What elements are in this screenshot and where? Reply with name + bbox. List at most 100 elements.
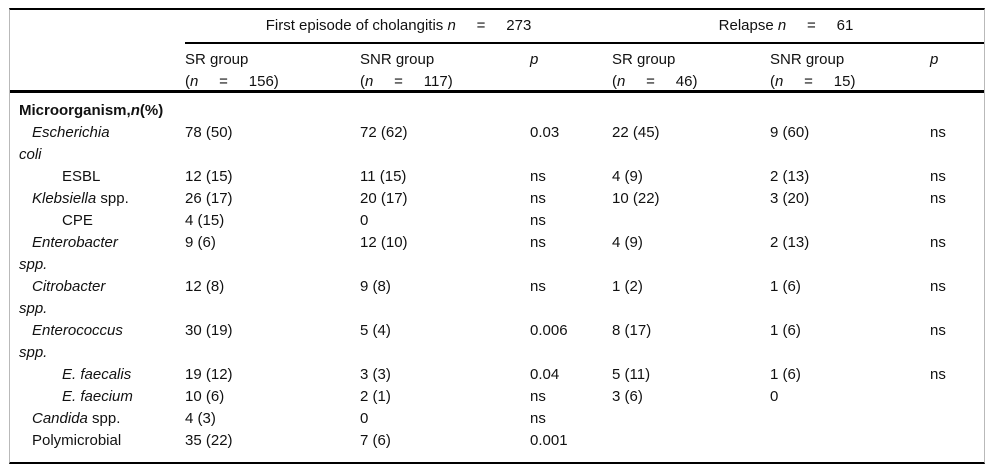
- col-header-p-first: p: [530, 49, 612, 90]
- text-segment: (: [360, 73, 365, 90]
- row-label: E. faecalis: [10, 364, 185, 386]
- cell-value: 4 (9): [612, 234, 643, 251]
- span-header-relapse: Relapse n = 61: [612, 10, 984, 44]
- table-row: Polymicrobial 35 (22) 7 (6) 0.001: [10, 430, 984, 452]
- table-row: Citrobacter spp. 12 (8) 9 (8) ns 1 (2) 1 (6) ns: [10, 276, 984, 320]
- cell-value: 5 (11): [612, 366, 651, 383]
- text-segment: Microorganism,: [19, 102, 131, 119]
- cell-value: 0.001: [530, 432, 568, 449]
- cell-value: 4 (9): [612, 168, 643, 185]
- text-segment: E. faecalis: [62, 366, 132, 383]
- header-line: (n = 156): [185, 71, 360, 93]
- cell-value: 9 (60): [770, 124, 810, 141]
- text-segment: (: [770, 73, 775, 90]
- text-segment: ESBL: [62, 168, 101, 185]
- row-label-line: Microorganism,n(%): [19, 100, 185, 122]
- cell-value: 30 (19): [185, 322, 233, 339]
- span-header-spacer: [10, 10, 185, 44]
- row-label-line: Klebsiella spp.: [19, 188, 185, 210]
- cell-value: 4 (3): [185, 410, 216, 427]
- text-segment: SR group: [185, 51, 249, 68]
- cell-value: 3 (3): [360, 366, 391, 383]
- span-header-first-episode: First episode of cholangitis n = 273: [185, 10, 612, 44]
- text-segment: CPE: [62, 212, 93, 229]
- header-line: p: [930, 49, 984, 71]
- cell-value: 0.04: [530, 366, 560, 383]
- row-label: Enterococcus spp.: [10, 320, 185, 364]
- row-label: Citrobacter spp.: [10, 276, 185, 320]
- row-label: Candida spp.: [10, 408, 185, 430]
- cell-value: 0.03: [530, 124, 560, 141]
- cell-value: 0: [360, 212, 369, 229]
- row-label-line: Citrobacter: [19, 276, 185, 298]
- cell-value: 20 (17): [360, 190, 408, 207]
- text-segment: spp.: [87, 410, 121, 427]
- table-row: ESBL 12 (15) 11 (15) ns 4 (9) 2 (13) ns: [10, 166, 984, 188]
- cell-value: ns: [930, 322, 946, 339]
- table-row: Enterobacter spp. 9 (6) 12 (10) ns 4 (9) 2 (13…: [10, 232, 984, 276]
- cell-value: 0.006: [530, 322, 568, 339]
- cell-value: ns: [930, 168, 946, 185]
- row-label: Polymicrobial: [10, 430, 185, 452]
- row-label: Microorganism,n(%): [10, 100, 185, 122]
- row-label-line: Escherichia: [19, 122, 185, 144]
- table-row: Enterococcus spp. 30 (19) 5 (4) 0.006 8 (17) 1…: [10, 320, 984, 364]
- cell-value: ns: [530, 190, 546, 207]
- col-header-snr-group-relapse: SNR group (n = 15): [770, 49, 930, 90]
- text-segment: coli: [19, 146, 42, 163]
- row-label-line: Enterococcus: [19, 320, 185, 342]
- cell-value: 22 (45): [612, 124, 660, 141]
- header-line: (n = 117): [360, 71, 530, 93]
- row-label: Enterobacter spp.: [10, 232, 185, 276]
- cell-value: 26 (17): [185, 190, 233, 207]
- row-label-line: E. faecium: [19, 386, 185, 408]
- text-segment: n: [130, 102, 140, 119]
- cell-value: ns: [930, 234, 946, 251]
- cell-value: 2 (13): [770, 234, 810, 251]
- col-header-sr-group-relapse: SR group (n = 46): [612, 49, 770, 90]
- cell-value: 12 (15): [185, 168, 233, 185]
- cell-value: ns: [930, 278, 946, 295]
- text-segment: p: [530, 51, 539, 68]
- cell-value: 19 (12): [185, 366, 233, 383]
- col-header-sr-group-first: SR group (n = 156): [185, 49, 360, 90]
- cell-value: 0: [360, 410, 369, 427]
- text-segment: spp.: [19, 256, 48, 273]
- text-segment: n: [365, 73, 374, 90]
- microorganism-table: First episode of cholangitis n = 273 Rel…: [9, 8, 985, 464]
- text-segment: n: [777, 17, 787, 34]
- text-segment: First episode of cholangitis: [265, 17, 448, 34]
- row-label: Escherichia coli: [10, 122, 185, 166]
- cell-value: ns: [530, 212, 546, 229]
- cell-value: ns: [530, 410, 546, 427]
- row-label-line: E. faecalis: [19, 364, 185, 386]
- row-label-line: CPE: [19, 210, 185, 232]
- cell-value: 78 (50): [185, 124, 233, 141]
- header-line: SR group: [185, 49, 360, 71]
- row-label: Klebsiella spp.: [10, 188, 185, 210]
- column-header-row: SR group (n = 156) SNR group (n = 117) p S…: [10, 44, 984, 93]
- table-row: CPE 4 (15) 0 ns: [10, 210, 984, 232]
- row-label: E. faecium: [10, 386, 185, 408]
- cell-value: 9 (6): [185, 234, 216, 251]
- cell-value: 35 (22): [185, 432, 233, 449]
- cell-value: ns: [530, 388, 546, 405]
- row-label-line: spp.: [19, 254, 185, 276]
- col-header-microorganism: [10, 49, 185, 90]
- cell-value: 72 (62): [360, 124, 408, 141]
- text-segment: n: [447, 17, 456, 34]
- header-line: p: [530, 49, 612, 71]
- text-segment: spp.: [96, 190, 129, 207]
- text-segment: Candida: [32, 410, 88, 427]
- cell-value: 11 (15): [360, 168, 407, 185]
- text-segment: SNR group: [770, 51, 845, 68]
- row-label-line: spp.: [19, 342, 185, 364]
- text-segment: (: [612, 73, 617, 90]
- span-header-row: First episode of cholangitis n = 273 Rel…: [10, 10, 984, 44]
- text-segment: n: [190, 73, 199, 90]
- text-segment: p: [930, 51, 939, 68]
- text-segment: = 46): [625, 73, 698, 90]
- cell-value: 7 (6): [360, 432, 391, 449]
- row-label-line: spp.: [19, 298, 185, 320]
